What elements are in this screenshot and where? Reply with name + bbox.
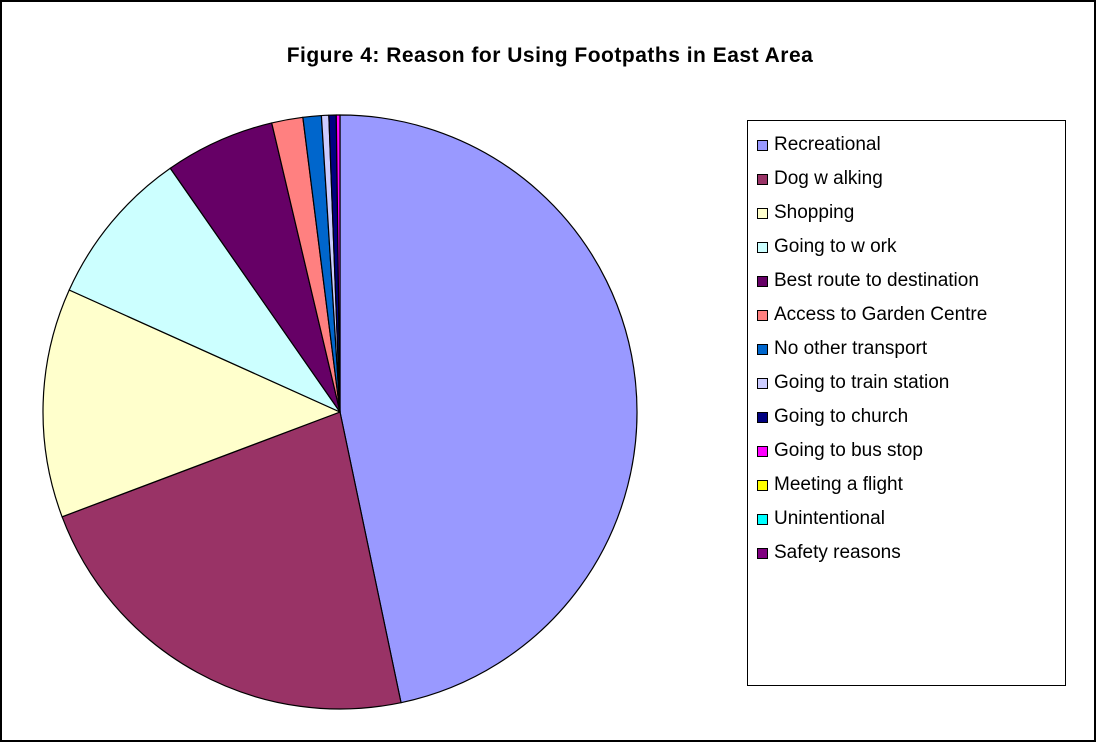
legend-swatch [757,547,768,559]
legend-label: Going to bus stop [774,440,923,461]
pie-slice [335,114,341,413]
legend-label: Best route to destination [774,270,979,291]
legend-label: Dog w alking [774,168,883,189]
pie-slice [42,289,341,518]
legend-label: Going to train station [774,372,950,393]
legend-item: No other transport [748,332,1065,366]
legend-swatch [757,411,768,423]
legend-item: Meeting a flight [748,468,1065,502]
legend-swatch [757,479,768,491]
legend-item: Access to Garden Centre [748,298,1065,332]
legend-item: Dog w alking [748,162,1065,196]
legend-label: No other transport [774,338,928,359]
legend-item: Unintentional [748,502,1065,536]
pie-slice [339,114,638,704]
legend-item: Recreational [748,128,1065,162]
legend-label: Shopping [774,202,855,223]
legend-swatch [757,445,768,457]
legend-item: Shopping [748,196,1065,230]
legend-swatch [757,207,768,219]
legend-label: Meeting a flight [774,474,903,495]
legend-label: Going to w ork [774,236,897,257]
legend-swatch [757,173,768,185]
pie-chart [42,114,638,710]
legend-swatch [757,139,768,151]
legend-item: Going to train station [748,366,1065,400]
legend-swatch [757,377,768,389]
legend-item: Going to w ork [748,230,1065,264]
legend-item: Going to church [748,400,1065,434]
pie-slice [68,167,341,413]
legend-label: Safety reasons [774,542,901,563]
legend-label: Going to church [774,406,909,427]
legend-swatch [757,309,768,321]
legend: Recreational Dog w alking Shopping Going to… [747,120,1066,686]
legend-item: Safety reasons [748,536,1065,570]
legend-item: Best route to destination [748,264,1065,298]
chart-title: Figure 4: Reason for Using Footpaths in … [286,44,814,67]
legend-item: Going to bus stop [748,434,1065,468]
legend-swatch [757,241,768,253]
legend-label: Recreational [774,134,881,155]
legend-label: Unintentional [774,508,885,529]
legend-label: Access to Garden Centre [774,304,988,325]
legend-swatch [757,513,768,525]
legend-swatch [757,275,768,287]
pie-slice [61,411,402,710]
legend-swatch [757,343,768,355]
